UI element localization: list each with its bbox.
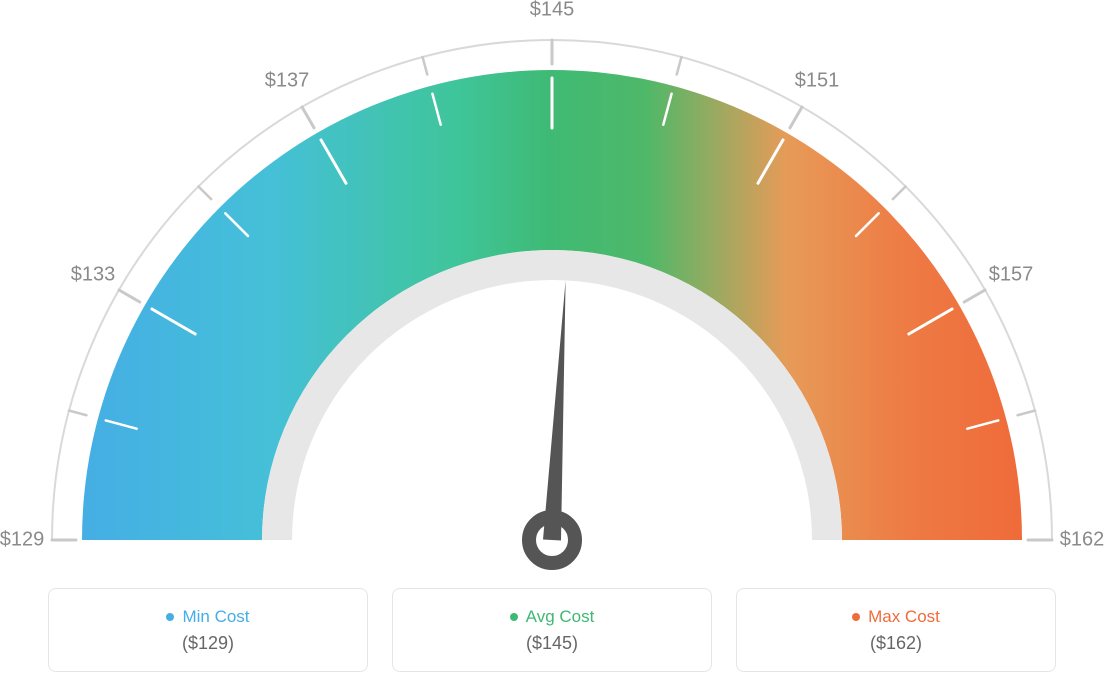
gauge-tick-label: $162 <box>1060 529 1104 552</box>
legend-label-avg: Avg Cost <box>526 607 595 627</box>
gauge-tick-label: $129 <box>0 529 44 552</box>
gauge-tick-label: $157 <box>989 264 1034 287</box>
legend-label-max: Max Cost <box>868 607 940 627</box>
legend-card-avg: Avg Cost ($145) <box>392 588 712 672</box>
gauge-tick-label: $137 <box>265 70 310 93</box>
legend-value-min: ($129) <box>182 633 234 654</box>
legend-title-min: Min Cost <box>166 607 249 627</box>
legend-dot-max <box>852 613 860 621</box>
gauge-svg <box>0 0 1104 570</box>
legend-row: Min Cost ($129) Avg Cost ($145) Max Cost… <box>48 588 1056 672</box>
gauge-tick-label: $151 <box>795 70 840 93</box>
gauge-tick-label: $133 <box>71 264 116 287</box>
legend-title-max: Max Cost <box>852 607 940 627</box>
legend-value-avg: ($145) <box>526 633 578 654</box>
gauge-tick-label: $145 <box>530 0 575 22</box>
legend-label-min: Min Cost <box>182 607 249 627</box>
legend-dot-min <box>166 613 174 621</box>
legend-card-max: Max Cost ($162) <box>736 588 1056 672</box>
legend-title-avg: Avg Cost <box>510 607 595 627</box>
legend-value-max: ($162) <box>870 633 922 654</box>
legend-card-min: Min Cost ($129) <box>48 588 368 672</box>
gauge-chart: $129 $133 $137 $145 $151 $157 $162 <box>0 0 1104 570</box>
legend-dot-avg <box>510 613 518 621</box>
